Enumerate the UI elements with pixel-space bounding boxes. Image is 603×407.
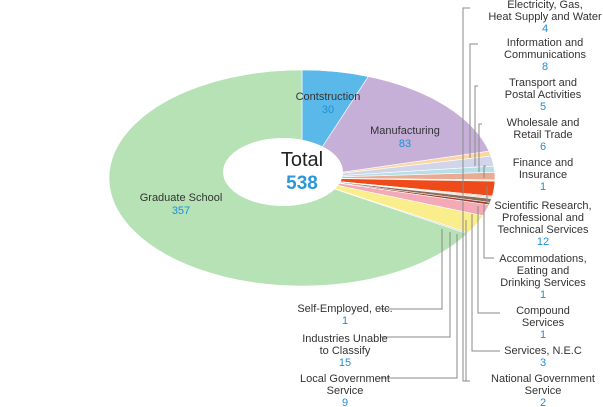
label-self-employed: Self-Employed, etc. — [297, 303, 392, 315]
label-manufacturing: Manufacturing — [370, 125, 440, 137]
value-construction: 30 — [322, 104, 334, 116]
label-local-gov-1: Local Government — [300, 373, 390, 385]
center-total-value: 538 — [286, 173, 318, 194]
label-compound-2: Services — [522, 317, 565, 329]
label-scientific-1: Scientific Research, — [494, 200, 591, 212]
label-national-gov-2: Service — [525, 385, 562, 397]
leader-unclassified — [380, 232, 451, 338]
label-scientific-2: Professional and — [502, 212, 584, 224]
value-services-nec: 3 — [540, 357, 546, 369]
value-transport: 5 — [540, 101, 546, 113]
leader-scientific — [486, 186, 490, 204]
value-scientific: 12 — [537, 236, 549, 248]
value-information: 8 — [542, 61, 548, 73]
label-electricity-2: Heat Supply and Water — [488, 11, 602, 23]
value-local-gov: 9 — [342, 397, 348, 407]
leader-compound — [477, 206, 500, 314]
label-transport-1: Transport and — [509, 77, 577, 89]
leader-transport — [474, 85, 478, 166]
value-accommodations: 1 — [540, 289, 546, 301]
leader-electricity — [462, 7, 470, 382]
center-total-label: Total — [281, 149, 323, 171]
label-finance-2: Insurance — [519, 169, 567, 181]
value-electricity: 4 — [542, 23, 548, 35]
label-transport-2: Postal Activities — [505, 89, 582, 101]
label-unclassified-2: to Classify — [320, 345, 371, 357]
label-finance-1: Finance and — [513, 157, 574, 169]
value-national-gov: 2 — [540, 397, 546, 407]
label-services-nec: Services, N.E.C — [504, 345, 582, 357]
label-wholesale-2: Retail Trade — [513, 129, 572, 141]
pie-slice-manufacturing — [301, 76, 490, 179]
label-construction: Contstruction — [296, 91, 361, 103]
label-electricity-1: Electricity, Gas, — [507, 0, 583, 11]
label-information-2: Communications — [504, 49, 586, 61]
label-local-gov-2: Service — [327, 385, 364, 397]
leader-self-employed — [380, 229, 443, 310]
label-national-gov-1: National Government — [491, 373, 595, 385]
leader-accommodations — [483, 203, 494, 259]
label-information-1: Information and — [507, 37, 583, 49]
leader-services-nec — [471, 214, 500, 352]
label-scientific-3: Technical Services — [497, 224, 589, 236]
leader-local-gov — [380, 234, 458, 379]
value-unclassified: 15 — [339, 357, 351, 369]
label-compound-1: Compound — [516, 305, 570, 317]
leader-lines — [380, 7, 500, 382]
value-compound: 1 — [540, 329, 546, 341]
leader-information — [469, 43, 478, 158]
label-accommodations-2: Eating and — [517, 265, 570, 277]
value-self-employed: 1 — [342, 315, 348, 327]
label-unclassified-1: Industries Unable — [302, 333, 388, 345]
value-wholesale: 6 — [540, 141, 546, 153]
center-hole — [223, 138, 343, 206]
label-accommodations-1: Accommodations, — [499, 253, 586, 265]
leader-wholesale — [478, 123, 482, 172]
label-accommodations-3: Drinking Services — [500, 277, 586, 289]
value-graduate-school: 357 — [172, 205, 190, 217]
leader-finance — [483, 165, 486, 178]
label-graduate-school: Graduate School — [140, 192, 223, 204]
label-wholesale-1: Wholesale and — [507, 117, 580, 129]
value-finance: 1 — [540, 181, 546, 193]
value-manufacturing: 83 — [399, 138, 411, 150]
